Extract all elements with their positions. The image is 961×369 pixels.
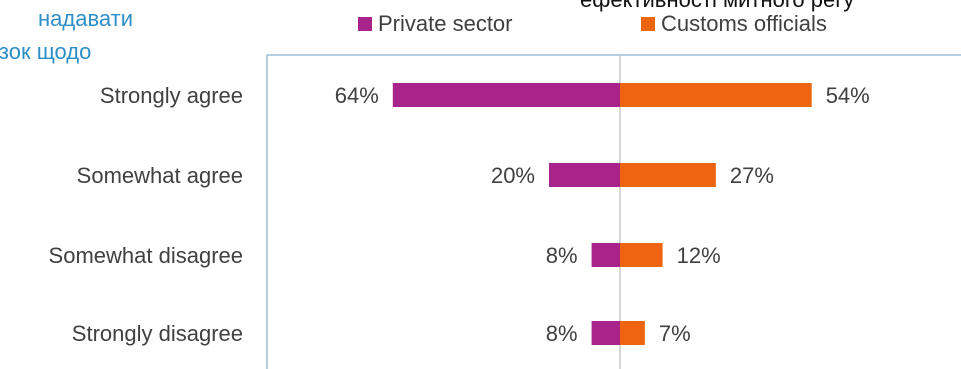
bars xyxy=(392,83,812,345)
value-label: 7% xyxy=(659,321,691,346)
category-label: Strongly disagree xyxy=(72,321,243,346)
legend-swatch-private-sector xyxy=(358,17,372,31)
value-label: 27% xyxy=(730,163,774,188)
value-labels: 64% 20% 8% 8% 54% 27% 12% 7% xyxy=(335,83,870,346)
value-label: 8% xyxy=(546,243,578,268)
clipped-heading-fragment-2: ізок щодо xyxy=(0,39,92,64)
category-label: Strongly agree xyxy=(100,83,243,108)
value-label: 64% xyxy=(335,83,379,108)
bar-private-sector xyxy=(392,83,620,107)
value-label: 54% xyxy=(826,83,870,108)
legend-swatch-customs-officials xyxy=(641,17,655,31)
value-label: 8% xyxy=(546,321,578,346)
category-labels: Strongly agree Somewhat agree Somewhat dis… xyxy=(49,83,243,346)
clipped-heading-fragment-1: надавати xyxy=(38,6,134,31)
legend-label-private-sector: Private sector xyxy=(378,11,513,36)
chart-legend: Private sector Customs officials xyxy=(358,11,827,36)
value-label: 12% xyxy=(677,243,721,268)
bar-customs-officials xyxy=(620,321,645,345)
category-label: Somewhat disagree xyxy=(49,243,243,268)
bar-private-sector xyxy=(591,321,620,345)
bar-private-sector xyxy=(591,243,620,267)
bar-customs-officials xyxy=(620,163,716,187)
category-label: Somewhat agree xyxy=(77,163,243,188)
clipped-heading-fragment-3: ефективності митного регу xyxy=(580,0,854,13)
bar-private-sector xyxy=(549,163,620,187)
value-label: 20% xyxy=(491,163,535,188)
bar-customs-officials xyxy=(620,83,812,107)
legend-label-customs-officials: Customs officials xyxy=(661,11,827,36)
bar-customs-officials xyxy=(620,243,663,267)
